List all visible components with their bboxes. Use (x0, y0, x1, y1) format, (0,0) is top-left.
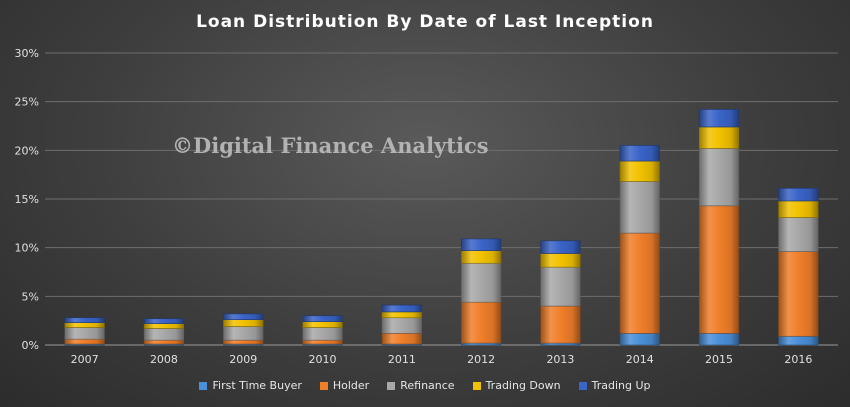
bar-segment (64, 327, 105, 340)
y-tick-label: 20% (15, 144, 39, 157)
legend-item: First Time Buyer (199, 379, 302, 392)
bar-segment (302, 321, 343, 328)
x-tick-label: 2010 (309, 353, 337, 366)
y-tick-label: 15% (15, 193, 39, 206)
y-tick-label: 10% (15, 242, 39, 255)
legend-label: First Time Buyer (212, 379, 302, 392)
legend-label: Holder (332, 379, 370, 392)
bar-segment (619, 160, 660, 182)
x-tick-label: 2013 (546, 353, 574, 366)
bar-segment (302, 339, 343, 345)
bar-segment (778, 200, 819, 218)
bar-segment (698, 205, 740, 334)
bar-segment (143, 323, 185, 329)
bar-segment (223, 319, 264, 327)
bar-segment (619, 145, 660, 162)
y-tick-label: 30% (15, 47, 39, 60)
bar-segment (540, 266, 581, 307)
bar-segment (143, 328, 185, 341)
x-tick-label: 2015 (705, 353, 733, 366)
bar-segment (302, 315, 343, 322)
bar-segment (778, 335, 819, 346)
bar-segment (64, 338, 105, 345)
bar-segment (381, 304, 422, 313)
bar-segment (619, 181, 660, 234)
bar-segment (461, 301, 502, 344)
y-tick-label: 25% (15, 96, 39, 109)
bar-segment (302, 327, 343, 341)
chart-title: Loan Distribution By Date of Last Incept… (196, 12, 654, 32)
bar-segment (381, 317, 422, 334)
bar-segment (698, 109, 740, 128)
bar-segment (381, 311, 422, 319)
bar-segment (223, 339, 264, 345)
watermark: ©Digital Finance Analytics (172, 133, 489, 158)
bar-segment (223, 326, 264, 341)
bar-segment (143, 318, 185, 324)
bar-segment (461, 238, 502, 251)
bar-segment (461, 250, 502, 264)
y-tick-label: 5% (22, 290, 39, 303)
x-tick-label: 2016 (784, 353, 812, 366)
legend-label: Trading Up (591, 379, 651, 392)
bar-segment (540, 240, 581, 254)
x-tick-label: 2009 (229, 353, 257, 366)
bar-segment (540, 253, 581, 268)
x-tick-label: 2014 (626, 353, 654, 366)
legend-swatch (578, 381, 587, 390)
x-tick-label: 2008 (150, 353, 178, 366)
y-tick-label: 0% (22, 339, 39, 352)
legend-swatch (472, 381, 481, 390)
bar-segment (223, 313, 264, 320)
bar-segment (698, 333, 740, 346)
bar-segment (64, 322, 105, 328)
legend: First Time Buyer Holder Refinance Trading D… (0, 379, 850, 392)
bar-segment (698, 148, 740, 207)
bar-segment (619, 232, 660, 334)
x-tick-label: 2007 (71, 353, 99, 366)
bar-segment (540, 305, 581, 344)
bar-segment (64, 317, 105, 323)
legend-item: Refinance (387, 379, 455, 392)
x-tick-label: 2012 (467, 353, 495, 366)
bar-segment (778, 187, 819, 202)
bar-segment (778, 217, 819, 252)
legend-item: Holder (319, 379, 370, 392)
legend-item: Trading Up (578, 379, 651, 392)
legend-swatch (319, 381, 328, 390)
legend-swatch (199, 381, 208, 390)
bar-segment (461, 262, 502, 303)
bar-segment (381, 333, 422, 345)
bar-segment (619, 333, 660, 346)
legend-item: Trading Down (472, 379, 561, 392)
bar-segment (778, 251, 819, 337)
x-tick-label: 2011 (388, 353, 416, 366)
legend-label: Refinance (400, 379, 455, 392)
legend-label: Trading Down (485, 379, 561, 392)
bar-segment (143, 339, 185, 345)
bar-segment (698, 126, 740, 149)
legend-swatch (387, 381, 396, 390)
